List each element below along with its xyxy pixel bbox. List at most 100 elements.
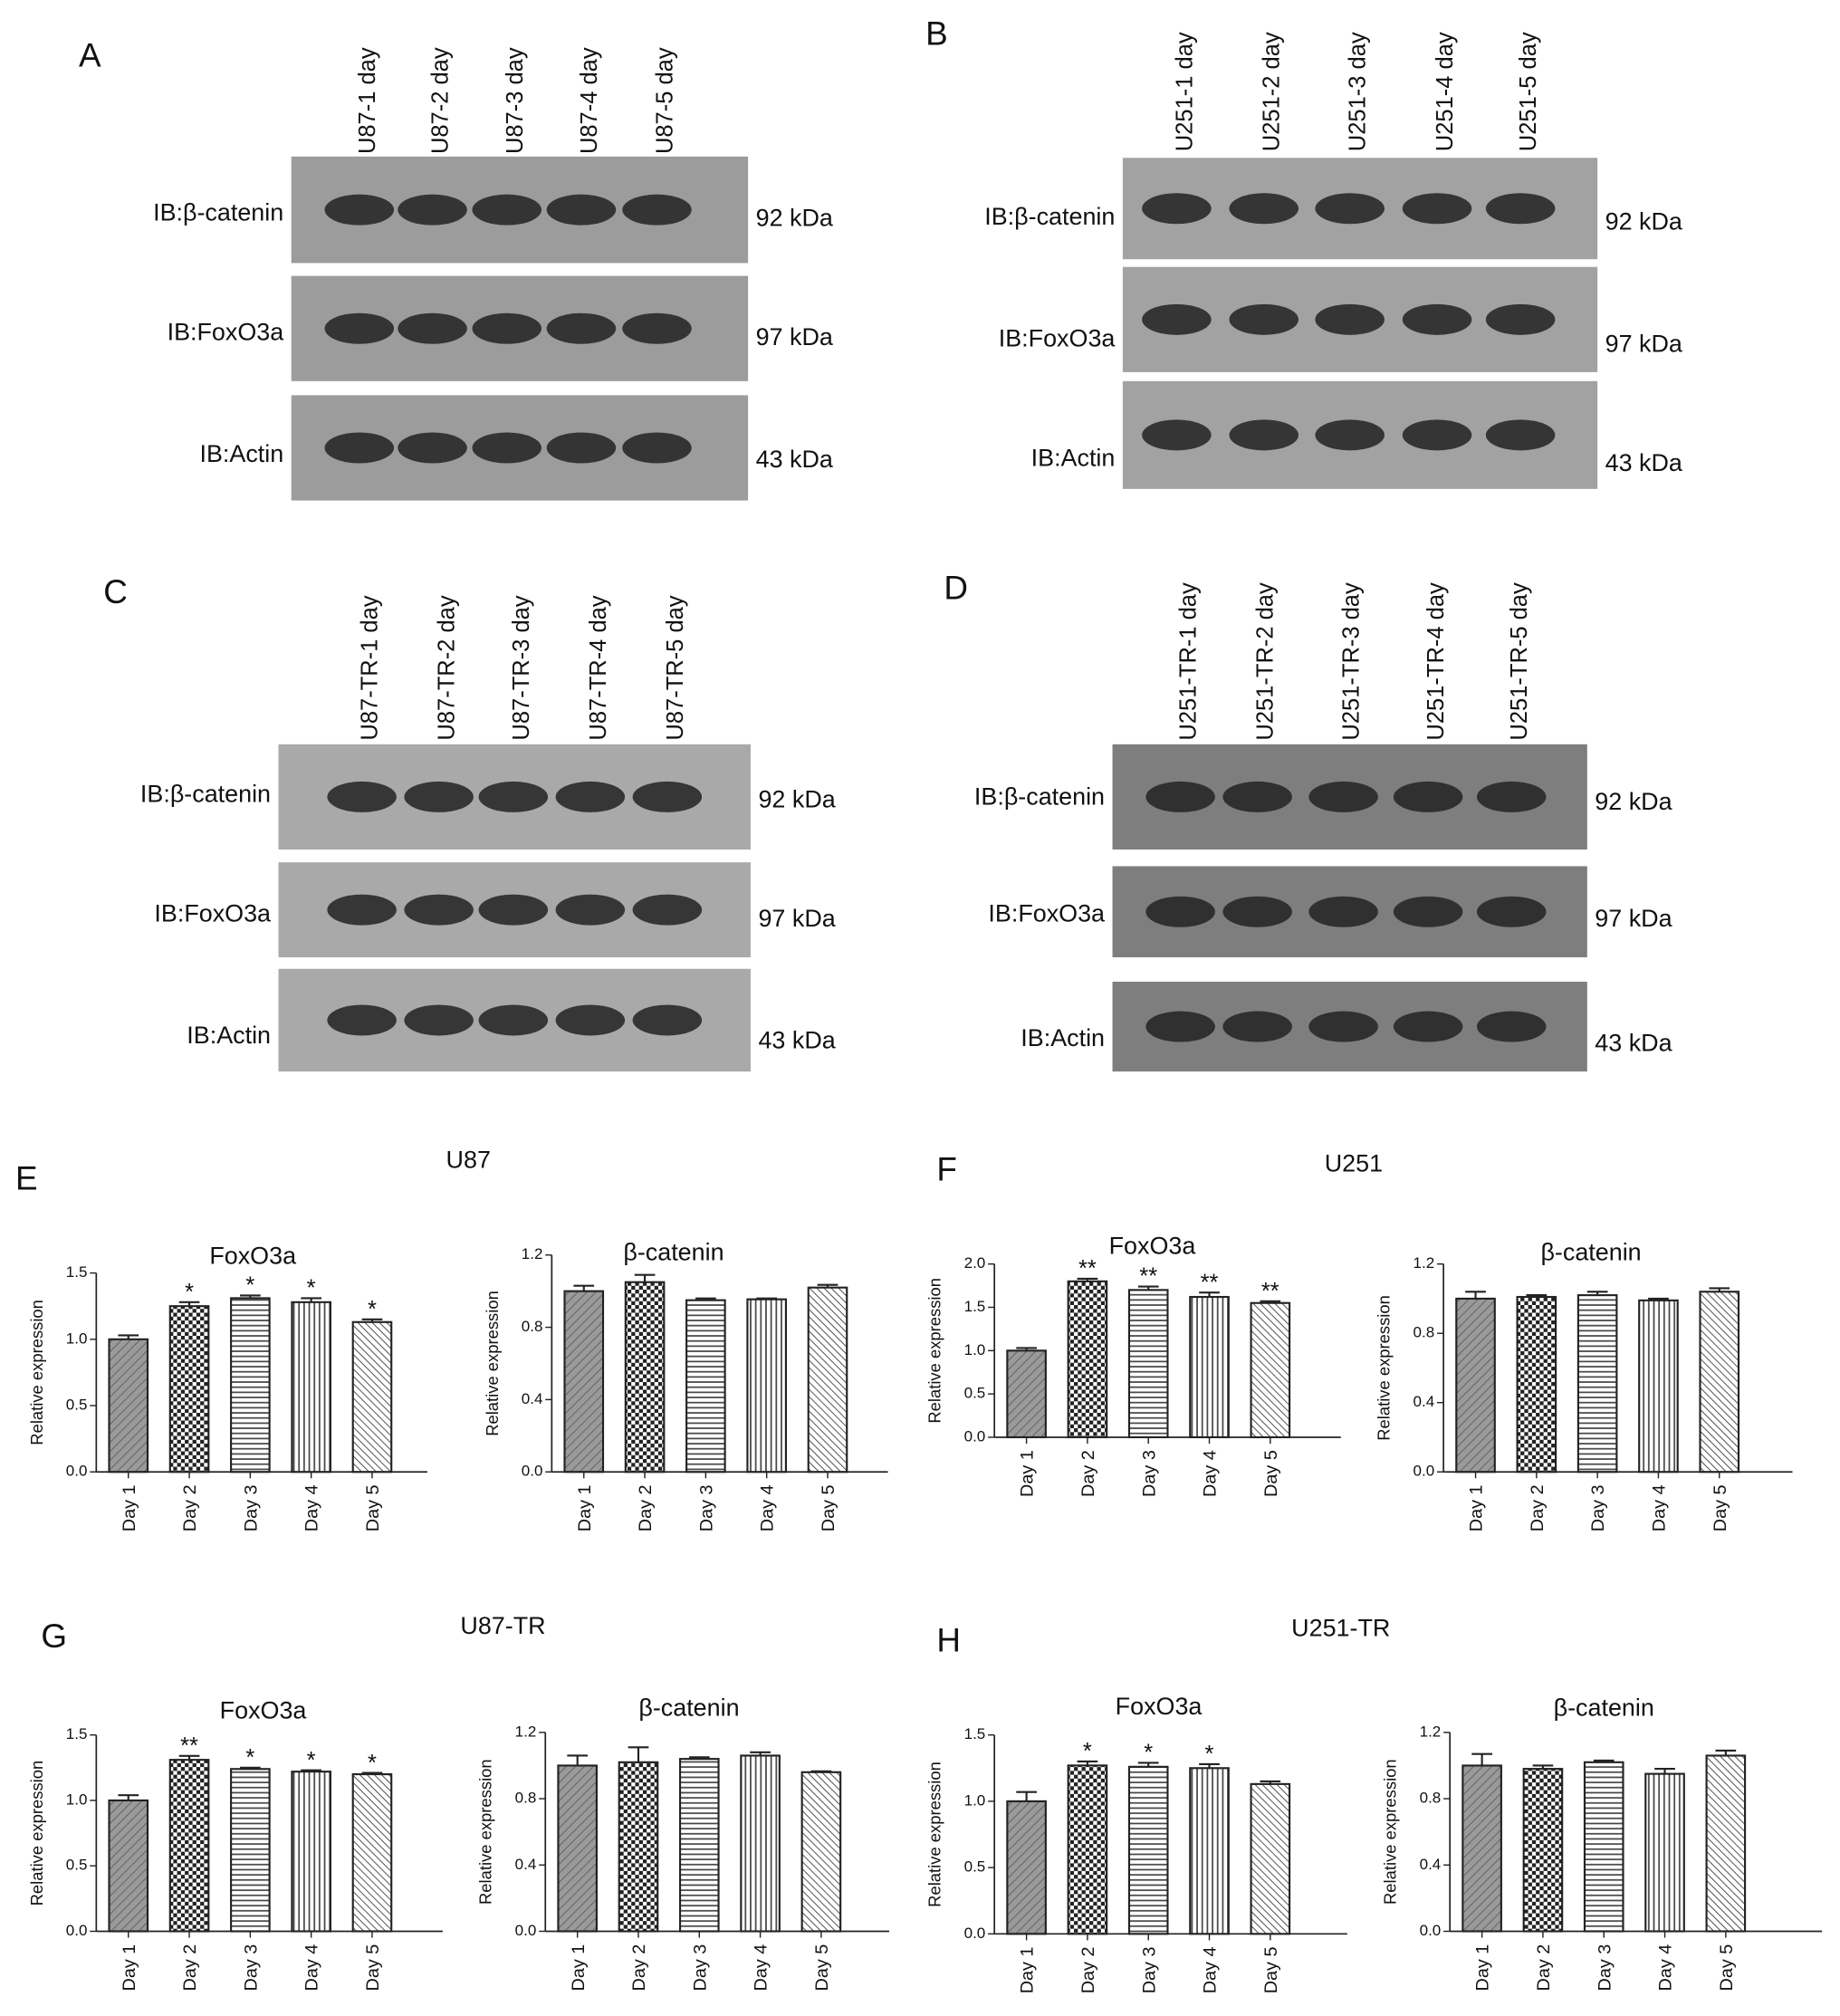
kda-label: 92 kDa <box>756 204 833 231</box>
bar <box>1461 1764 1502 1933</box>
x-tick-label: Day 1 <box>120 1484 139 1531</box>
kda-label: 43 kDa <box>758 1027 835 1054</box>
band <box>1142 303 1212 335</box>
y-tick-label: 1.2 <box>515 1723 537 1740</box>
bar <box>1699 1291 1740 1474</box>
band <box>1476 781 1547 812</box>
band <box>1485 419 1556 451</box>
x-tick-label: Day 1 <box>569 1944 589 1992</box>
band <box>1222 896 1292 927</box>
row-label: IB:β-catenin <box>984 203 1115 230</box>
bar <box>1250 1782 1291 1935</box>
x-tick-label: Day 3 <box>1588 1484 1608 1531</box>
significance: * <box>1144 1741 1153 1766</box>
kda-label: 97 kDa <box>756 323 833 350</box>
bar <box>291 1301 331 1474</box>
bar <box>291 1771 331 1933</box>
lane-label: U251-TR-3 day <box>1339 582 1365 741</box>
y-tick-label: 0.4 <box>515 1856 537 1873</box>
row-label: IB:Actin <box>199 440 283 467</box>
chart-title: FoxO3a <box>220 1696 307 1723</box>
panel-letter: E <box>15 1159 38 1196</box>
lane-label: U251-5 day <box>1516 32 1541 151</box>
band <box>472 432 542 464</box>
x-tick-label: Day 1 <box>1473 1944 1493 1992</box>
x-tick-label: Day 1 <box>1018 1450 1038 1497</box>
group-title: U87-TR <box>460 1612 545 1639</box>
lane-label: U87-TR-1 day <box>358 595 383 740</box>
band <box>1393 1011 1463 1042</box>
significance: * <box>1083 1739 1092 1764</box>
y-tick-label: 0.0 <box>964 1427 986 1445</box>
x-tick-label: Day 4 <box>758 1484 778 1531</box>
y-tick-label: 1.0 <box>964 1791 986 1809</box>
y-tick-label: 1.2 <box>522 1245 543 1262</box>
kda-label: 92 kDa <box>1605 208 1682 235</box>
band <box>1142 419 1212 451</box>
x-tick-label: Day 5 <box>1711 1484 1730 1531</box>
band <box>1485 303 1556 335</box>
y-tick-label: 0.5 <box>964 1858 986 1876</box>
band <box>1402 303 1472 335</box>
x-tick-label: Day 4 <box>1656 1944 1676 1992</box>
y-tick-label: 0.0 <box>1414 1463 1435 1480</box>
y-tick-label: 1.5 <box>66 1725 88 1742</box>
row-label: IB:β-catenin <box>974 782 1105 810</box>
band <box>1142 193 1212 225</box>
y-tick-label: 0.8 <box>522 1318 543 1335</box>
significance: * <box>368 1297 377 1322</box>
x-tick-label: Day 2 <box>636 1484 656 1531</box>
band <box>1485 193 1556 225</box>
kda-label: 97 kDa <box>1605 330 1682 357</box>
significance: ** <box>1261 1279 1279 1304</box>
group-title: U251 <box>1325 1150 1383 1177</box>
x-tick-label: Day 3 <box>696 1484 716 1531</box>
significance: * <box>245 1745 254 1771</box>
y-tick-label: 2.0 <box>964 1254 986 1272</box>
band <box>1145 1011 1215 1042</box>
band <box>632 894 703 926</box>
chart-title: FoxO3a <box>1109 1232 1196 1259</box>
lane-label: U87-5 day <box>653 47 678 154</box>
kda-label: 43 kDa <box>1605 449 1682 476</box>
chart-title: β-catenin <box>638 1694 739 1721</box>
y-axis-label: Relative expression <box>483 1291 502 1436</box>
row-label: IB:Actin <box>187 1022 271 1049</box>
x-tick-label: Day 5 <box>1261 1946 1281 1993</box>
band <box>1393 896 1463 927</box>
band <box>398 432 467 464</box>
bar <box>618 1761 659 1933</box>
panel-letter: C <box>103 573 128 610</box>
significance: ** <box>180 1733 198 1759</box>
x-tick-label: Day 3 <box>1595 1944 1615 1992</box>
band <box>1402 193 1472 225</box>
panel-letter: F <box>936 1150 957 1187</box>
x-tick-label: Day 2 <box>180 1944 200 1992</box>
lane-label: U251-1 day <box>1172 32 1197 151</box>
band <box>1308 896 1378 927</box>
bar <box>1576 1294 1618 1474</box>
kda-label: 43 kDa <box>756 446 833 473</box>
band <box>1476 896 1547 927</box>
group-title: U87 <box>446 1146 491 1173</box>
x-tick-label: Day 4 <box>752 1944 771 1992</box>
lane-label: U87-4 day <box>577 47 602 154</box>
bar <box>800 1771 842 1933</box>
band <box>555 781 626 812</box>
lane-label: U251-TR-4 day <box>1423 582 1449 741</box>
band <box>324 432 395 464</box>
x-tick-label: Day 5 <box>363 1484 383 1531</box>
bar <box>230 1297 271 1474</box>
band <box>398 312 467 344</box>
y-axis-label: Relative expression <box>27 1300 46 1445</box>
x-tick-label: Day 5 <box>363 1944 383 1992</box>
y-axis-label: Relative expression <box>1375 1295 1394 1441</box>
x-tick-label: Day 2 <box>1078 1450 1098 1497</box>
lane-label: U87-TR-4 day <box>586 595 611 740</box>
kda-label: 97 kDa <box>1595 905 1672 932</box>
significance: * <box>307 1276 316 1301</box>
bar <box>1455 1297 1496 1474</box>
significance: * <box>368 1751 377 1776</box>
x-tick-label: Day 2 <box>1078 1946 1098 1993</box>
y-tick-label: 0.8 <box>515 1790 537 1807</box>
